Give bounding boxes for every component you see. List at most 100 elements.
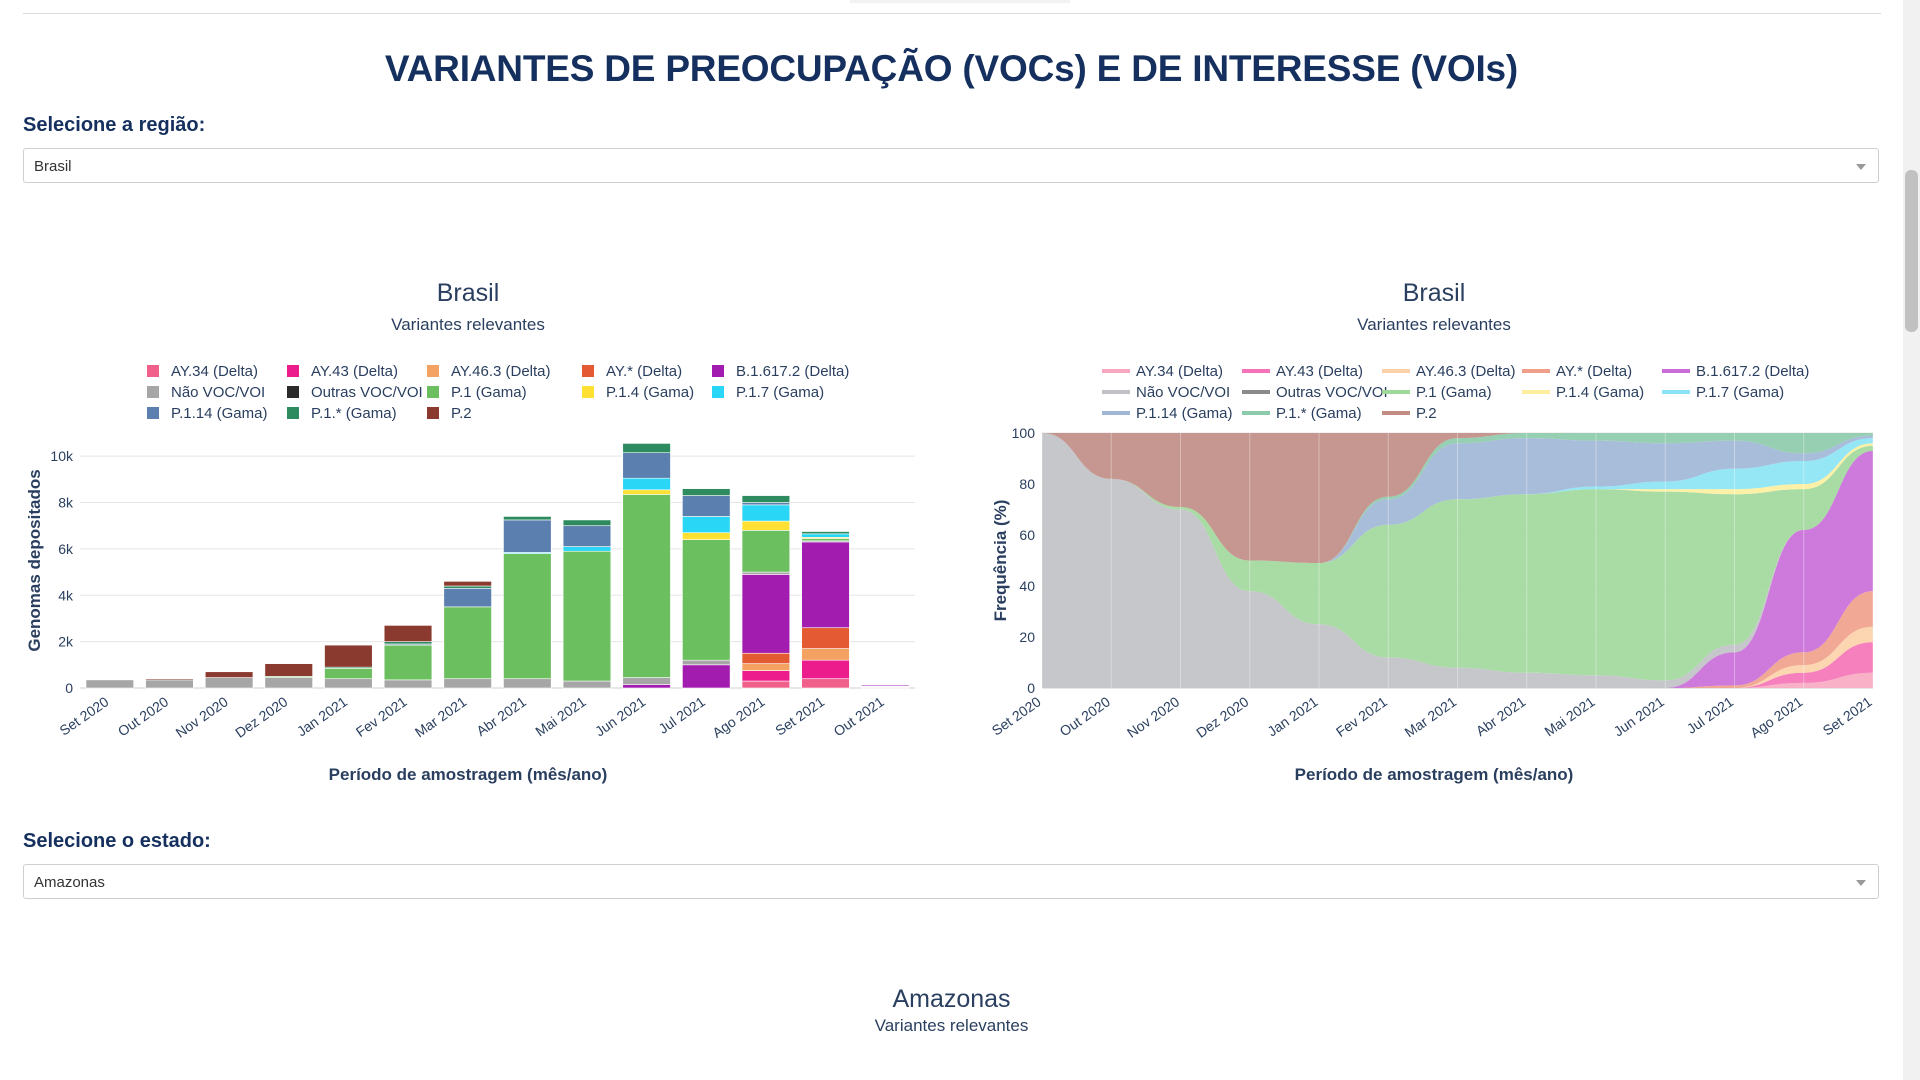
x-tick-label: Ago 2021 [709,693,767,741]
y-tick-label: 0 [1027,680,1035,696]
y-tick-label: 0 [65,680,73,696]
x-axis-title: Período de amostragem (mês/ano) [329,765,608,784]
y-tick-label: 40 [1019,578,1035,594]
state-chart-title: Amazonas [892,985,1011,1013]
bar-segment [443,588,492,608]
legend-label: Outras VOC/VOI [311,384,423,401]
x-axis-title: Período de amostragem (mês/ano) [1295,765,1574,784]
bar-segment [264,663,313,677]
area-series [1042,433,1873,564]
legend-label: P.2 [451,405,472,422]
chevron-down-icon[interactable] [1856,164,1866,170]
y-tick-label: 4k [58,587,74,603]
legend-label: AY.46.3 (Delta) [451,363,551,380]
x-tick-label: Jul 2021 [655,693,708,737]
bar-segment [801,678,850,689]
x-tick-label: Set 2020 [989,693,1044,738]
region-select-value: Brasil [34,158,72,175]
bar-segment [443,606,492,680]
legend-swatch [582,365,594,377]
bar-segment [622,443,671,454]
legend-swatch [287,407,299,419]
legend-label: P.1.7 (Gama) [736,384,824,401]
legend-label: AY.34 (Delta) [1136,363,1223,380]
bar-segment [324,667,373,680]
bar-segment [503,519,552,553]
bar-segment [383,644,433,681]
legend-label: P.2 [1416,405,1437,422]
x-tick-label: Dez 2020 [232,693,290,741]
bar-segment [503,553,552,680]
bar-segment [622,677,671,685]
bar-segment [324,644,373,668]
bar-segment [741,571,791,575]
bar-segment [622,684,671,689]
bar-segment [562,680,612,689]
bar-segment [383,625,433,642]
x-tick-label: Set 2021 [772,693,827,738]
bar-segment [503,678,552,689]
legend-label: P.1 (Gama) [451,384,527,401]
x-tick-label: Abr 2021 [1473,693,1529,739]
legend-swatch [712,365,724,377]
bar-segment [741,495,791,503]
scrollbar[interactable] [1903,0,1920,1080]
bar-segment [682,664,731,689]
x-tick-label: Set 2020 [56,693,111,738]
legend-label: AY.43 (Delta) [1276,363,1363,380]
area-chart-region: Brasil Variantes relevantes AY.34 (Delta) A… [989,279,1875,784]
chart-subtitle: Variantes relevantes [1357,315,1511,334]
bar-segment [741,670,791,682]
bar-segment [443,585,492,589]
y-tick-label: 100 [1012,425,1036,441]
state-select[interactable]: Amazonas [23,864,1879,899]
bar-segment [682,488,731,496]
legend-label: P.1.7 (Gama) [1696,384,1784,401]
bar-segment [383,641,433,645]
top-divider [23,13,1881,14]
legend-label: AY.46.3 (Delta) [1416,363,1516,380]
legend-label: P.1.4 (Gama) [1556,384,1644,401]
area-series [1042,672,1873,688]
legend-swatch [147,407,159,419]
bar-segment [741,502,791,506]
y-axis-title: Genomas depositados [25,469,44,651]
x-tick-label: Mai 2021 [532,693,589,739]
bar-segment [145,678,194,681]
x-tick-label: Jul 2021 [1684,693,1737,737]
x-tick-label: Fev 2021 [353,693,410,740]
bar-segment [801,659,850,680]
x-tick-label: Set 2021 [1820,693,1875,738]
page-title: VARIANTES DE PREOCUPAÇÃO (VOCs) E DE INT… [384,48,1519,89]
y-axis-title: Frequência (%) [991,500,1010,622]
bar-segment [562,525,612,547]
bar-segment [622,477,671,491]
top-tab-indicator [850,0,1070,3]
bar-segment [801,627,850,649]
y-tick-label: 6k [58,541,74,557]
legend-label: P.1.* (Gama) [1276,405,1362,422]
x-tick-label: Ago 2021 [1747,693,1805,741]
chevron-down-icon[interactable] [1856,880,1866,886]
region-select[interactable]: Brasil [23,148,1879,183]
state-select-value: Amazonas [34,874,105,891]
bar-segment [204,671,254,678]
bar-segment [801,531,850,535]
area-series [1042,433,1873,564]
x-tick-label: Out 2021 [831,693,888,739]
x-tick-label: Out 2020 [115,693,172,739]
chart-subtitle: Variantes relevantes [391,315,545,334]
y-tick-label: 20 [1019,629,1035,645]
legend-label: Outras VOC/VOI [1276,384,1388,401]
bar-segment [562,519,612,527]
legend-label: P.1.4 (Gama) [606,384,694,401]
bar-segment [383,679,433,689]
bar-segment [204,677,254,689]
area-series [1042,433,1873,688]
y-tick-label: 8k [58,495,74,511]
bar-segment [682,516,731,533]
legend-label: AY.34 (Delta) [171,363,258,380]
bar-segment [741,663,791,671]
x-tick-label: Nov 2020 [173,693,231,741]
scrollbar-thumb[interactable] [1905,170,1918,332]
